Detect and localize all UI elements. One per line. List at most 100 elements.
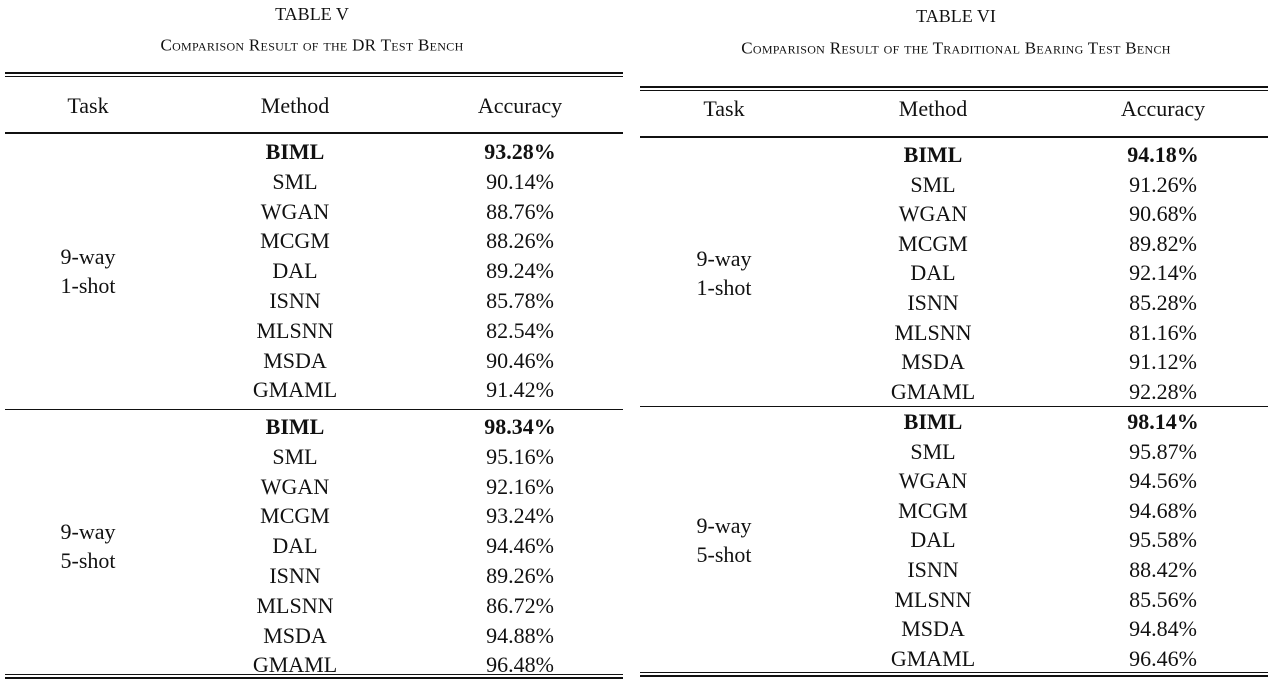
method-cell: BIML: [903, 409, 963, 434]
method-cell: GMAML: [252, 377, 338, 403]
rule: [5, 674, 623, 675]
accuracy-cell: 82.54%: [486, 317, 554, 343]
method-cell: WGAN: [260, 473, 330, 499]
method-cell: ISNN: [907, 557, 959, 582]
method-cell: MLSNN: [894, 586, 972, 612]
rule: [5, 677, 623, 679]
method-cell: WGAN: [260, 198, 330, 224]
method-cell: SML: [910, 438, 956, 464]
accuracy-cell: 94.84%: [1129, 616, 1197, 642]
method-cell: SML: [910, 171, 956, 197]
table-label: TABLE VI: [916, 6, 996, 26]
method-cell: ISNN: [269, 288, 321, 313]
accuracy-cell: 98.14%: [1127, 409, 1199, 434]
accuracy-cell: 95.58%: [1129, 527, 1197, 553]
rule: [640, 672, 1268, 673]
accuracy-cell: 88.42%: [1129, 557, 1197, 582]
method-cell: MSDA: [901, 349, 965, 375]
column-header: Accuracy: [477, 93, 563, 118]
accuracy-cell: 90.46%: [486, 347, 554, 373]
method-cell: MLSNN: [894, 319, 972, 345]
task-label: 9-way: [696, 512, 752, 538]
accuracy-cell: 95.16%: [486, 443, 554, 469]
method-cell: WGAN: [898, 201, 968, 227]
table-caption: Comparison Result of the Traditional Bea…: [741, 38, 1171, 58]
method-cell: MSDA: [901, 616, 965, 642]
accuracy-cell: 92.28%: [1129, 378, 1197, 404]
method-cell: SML: [272, 443, 318, 469]
column-header: Method: [260, 93, 330, 118]
accuracy-cell: 85.28%: [1129, 290, 1197, 315]
task-label: 5-shot: [696, 541, 752, 567]
method-cell: GMAML: [890, 645, 976, 671]
method-cell: ISNN: [269, 563, 321, 588]
rule: [640, 86, 1268, 88]
method-cell: DAL: [272, 258, 318, 284]
method-cell: MCGM: [260, 228, 330, 254]
accuracy-cell: 92.14%: [1129, 260, 1197, 286]
accuracy-cell: 88.26%: [486, 228, 554, 254]
accuracy-cell: 98.34%: [484, 414, 556, 439]
table-caption: Comparison Result of the DR Test Bench: [160, 35, 464, 55]
rule: [640, 675, 1268, 677]
accuracy-cell: 86.72%: [486, 592, 554, 618]
accuracy-cell: 81.16%: [1129, 319, 1197, 345]
accuracy-cell: 89.82%: [1129, 230, 1197, 256]
accuracy-cell: 94.46%: [486, 533, 554, 559]
method-cell: DAL: [910, 527, 956, 553]
rule: [640, 90, 1268, 91]
accuracy-cell: 94.88%: [486, 622, 554, 648]
task-label: 1-shot: [696, 274, 752, 300]
accuracy-cell: 85.78%: [486, 288, 554, 313]
method-cell: MLSNN: [256, 592, 334, 618]
method-cell: MCGM: [260, 503, 330, 529]
accuracy-cell: 85.56%: [1129, 586, 1197, 612]
task-label: 5-shot: [60, 547, 116, 573]
accuracy-cell: 92.16%: [486, 473, 554, 499]
accuracy-cell: 94.18%: [1127, 142, 1199, 167]
accuracy-cell: 96.46%: [1129, 645, 1197, 671]
method-cell: MSDA: [263, 622, 327, 648]
method-cell: DAL: [910, 260, 956, 286]
accuracy-cell: 95.87%: [1129, 438, 1197, 464]
accuracy-cell: 91.42%: [486, 377, 554, 403]
accuracy-cell: 90.68%: [1129, 201, 1197, 227]
rule: [640, 136, 1268, 138]
method-cell: MLSNN: [256, 317, 334, 343]
accuracy-cell: 90.14%: [486, 168, 554, 194]
method-cell: BIML: [903, 142, 963, 167]
column-header: Task: [67, 93, 109, 118]
method-cell: ISNN: [907, 290, 959, 315]
method-cell: GMAML: [252, 652, 338, 678]
task-label: 1-shot: [60, 272, 116, 298]
method-cell: MCGM: [898, 230, 968, 256]
rule: [5, 132, 623, 134]
task-label: 9-way: [60, 243, 116, 269]
accuracy-cell: 89.26%: [486, 563, 554, 588]
task-label: 9-way: [696, 245, 752, 271]
rule: [5, 72, 623, 74]
method-cell: DAL: [272, 533, 318, 559]
method-cell: MSDA: [263, 347, 327, 373]
method-cell: WGAN: [898, 468, 968, 494]
accuracy-cell: 91.26%: [1129, 171, 1197, 197]
column-header: Task: [703, 96, 745, 121]
accuracy-cell: 94.68%: [1129, 497, 1197, 523]
accuracy-cell: 88.76%: [486, 198, 554, 224]
method-cell: BIML: [265, 139, 325, 164]
accuracy-cell: 93.28%: [484, 139, 556, 164]
accuracy-cell: 89.24%: [486, 258, 554, 284]
accuracy-cell: 96.48%: [486, 652, 554, 678]
task-label: 9-way: [60, 518, 116, 544]
accuracy-cell: 91.12%: [1129, 349, 1197, 375]
table-label: TABLE V: [275, 4, 349, 24]
method-cell: MCGM: [898, 497, 968, 523]
method-cell: BIML: [265, 414, 325, 439]
column-header: Accuracy: [1120, 96, 1206, 121]
accuracy-cell: 93.24%: [486, 503, 554, 529]
method-cell: SML: [272, 168, 318, 194]
method-cell: GMAML: [890, 378, 976, 404]
column-header: Method: [898, 96, 968, 121]
accuracy-cell: 94.56%: [1129, 468, 1197, 494]
